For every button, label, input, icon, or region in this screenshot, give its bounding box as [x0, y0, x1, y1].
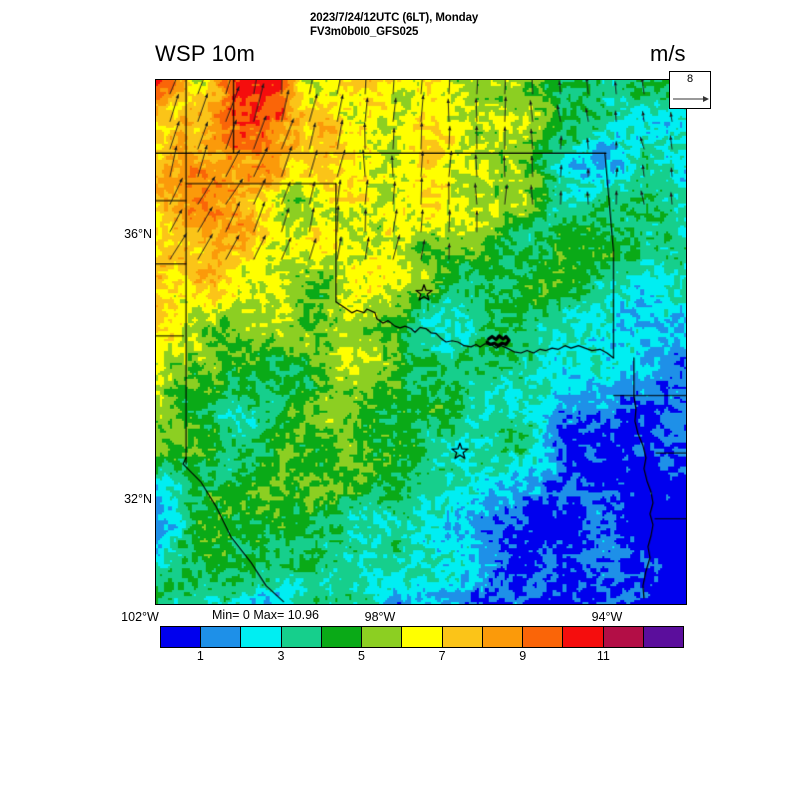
- colorbar-segment: [362, 627, 403, 647]
- title-line-2: FV3m0b0I0_GFS025: [310, 25, 419, 38]
- colorbar-segment: [321, 627, 363, 647]
- colorbar-tick: 3: [277, 649, 285, 663]
- lon-tick-label-102w: 102°W: [121, 610, 159, 624]
- colorbar-segment: [201, 627, 242, 647]
- colorbar-tick-labels: 1 3 5 7 9 11: [160, 649, 684, 667]
- colorbar-segment: [523, 627, 564, 647]
- reference-vector-value: 8: [686, 73, 694, 85]
- colorbar-segment: [402, 627, 443, 647]
- colorbar-segment: [482, 627, 524, 647]
- colorbar-tick: 5: [358, 649, 366, 663]
- colorbar-segment: [442, 627, 483, 647]
- page-title: WSP 10m: [155, 41, 256, 66]
- lat-tick-label-32n: 32°N: [124, 492, 152, 506]
- reference-vector-legend: 8: [669, 71, 711, 109]
- colorbar-segment: [563, 627, 604, 647]
- map-plot-area[interactable]: [155, 79, 687, 605]
- reference-wind-arrow-icon: [673, 96, 709, 102]
- colorbar-tick: 1: [196, 649, 204, 663]
- title-line-1: 2023/7/24/12UTC (6LT), Monday: [310, 12, 479, 24]
- min-max-annotation: Min= 0 Max= 10.96: [212, 608, 320, 622]
- colorbar-segment: [603, 627, 644, 647]
- colorbar: [160, 626, 684, 648]
- units-label: m/s: [650, 41, 686, 66]
- colorbar-segment: [161, 627, 202, 647]
- lat-tick-label-36n: 36°N: [124, 227, 152, 241]
- colorbar-tick: 11: [596, 649, 610, 663]
- lon-tick-label-98w: 98°W: [364, 610, 396, 624]
- colorbar-tick: 7: [438, 649, 446, 663]
- colorbar-tick: 9: [519, 649, 527, 663]
- colorbar-segment: [281, 627, 322, 647]
- plot-title-block: 2023/7/24/12UTC (6LT), Monday FV3m0b0I0_…: [310, 12, 478, 39]
- colorbar-segment: [643, 627, 684, 647]
- colorbar-segment: [241, 627, 282, 647]
- wind-speed-heatmap: [156, 80, 686, 604]
- lon-tick-label-94w: 94°W: [591, 610, 623, 624]
